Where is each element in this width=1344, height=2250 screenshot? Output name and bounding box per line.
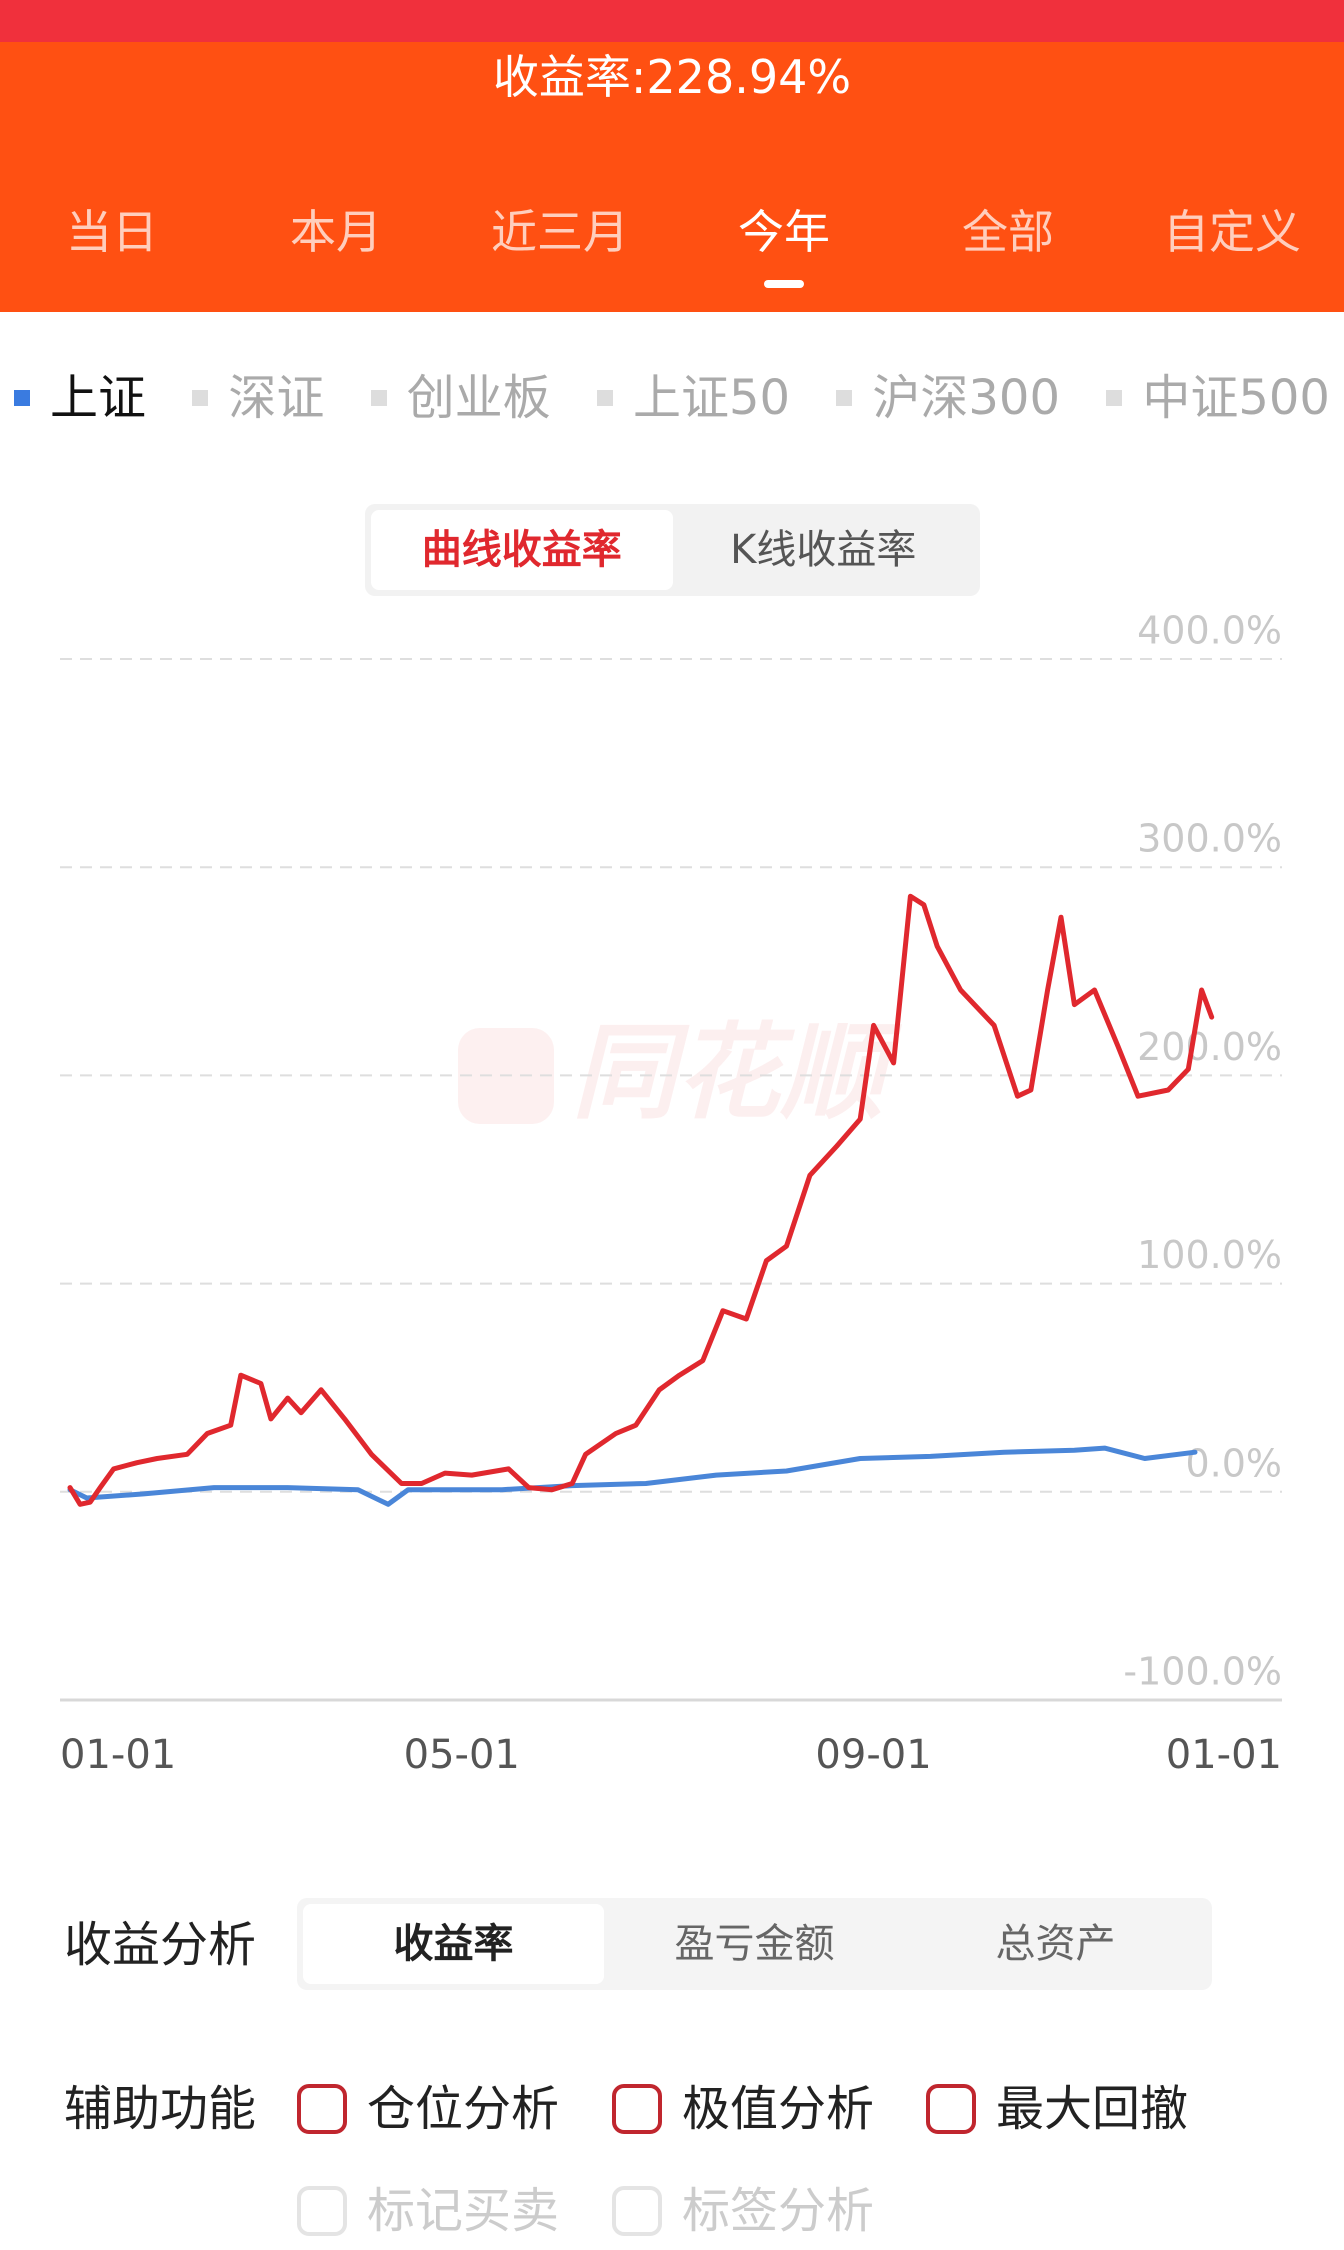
index-option[interactable]: 上证	[14, 362, 146, 434]
tool-checkbox[interactable]: 最大回撤	[926, 2074, 1188, 2144]
y-tick-label: -100.0%	[1123, 1650, 1282, 1694]
x-tick-label: 01-01	[60, 1732, 176, 1778]
checkbox[interactable]	[612, 2084, 662, 2134]
tool-label: 标记买卖	[367, 2183, 560, 2239]
analysis-option[interactable]: 总资产	[995, 1921, 1116, 1967]
index-option[interactable]: 上证50	[597, 362, 790, 434]
y-tick-label: 0.0%	[1185, 1441, 1282, 1485]
period-tab[interactable]: 当日	[66, 205, 158, 259]
period-tab[interactable]: 近三月	[491, 205, 629, 259]
y-tick-label: 200.0%	[1137, 1025, 1282, 1069]
period-tabs: 当日 本月 近三月 今年 全部 自定义	[0, 196, 1344, 288]
chart-mode-button[interactable]: K线收益率	[730, 527, 917, 573]
analysis-label: 收益分析	[64, 1917, 257, 1973]
watermark: 同花顺	[572, 1011, 903, 1133]
series-line	[67, 1445, 1198, 1507]
analysis-option[interactable]: 收益率	[303, 1904, 604, 1984]
index-option[interactable]: 沪深300	[836, 362, 1060, 434]
tool-label: 仓位分析	[367, 2081, 560, 2137]
checkbox	[297, 2186, 347, 2236]
chart: 同花顺 400.0% 300.0% 200.0% 100.0% 0.0% -100.0% 0…	[60, 609, 1282, 1778]
period-tab[interactable]: 今年	[672, 196, 896, 288]
analysis-option[interactable]: 盈亏金额	[674, 1921, 835, 1967]
checkbox	[612, 2186, 662, 2236]
tool-checkbox[interactable]: 仓位分析	[297, 2074, 559, 2144]
tool-checkbox: 标签分析	[612, 2176, 874, 2246]
y-tick-label: 400.0%	[1137, 609, 1282, 653]
index-option[interactable]: 深证	[192, 362, 324, 434]
status-bar	[0, 0, 1344, 42]
chart-mode-button[interactable]: 曲线收益率	[371, 510, 673, 590]
x-tick-label: 01-01	[1166, 1732, 1282, 1778]
checkbox[interactable]	[297, 2084, 347, 2134]
tool-checkbox: 标记买卖	[297, 2176, 559, 2246]
period-tab[interactable]: 本月	[290, 205, 382, 259]
tool-label: 标签分析	[682, 2183, 875, 2239]
chart-mode: 曲线收益率 K线收益率	[365, 504, 980, 596]
tool-label: 极值分析	[682, 2081, 875, 2137]
index-option[interactable]: 中证500	[1106, 362, 1330, 434]
tool-label: 最大回撤	[996, 2081, 1189, 2137]
index-options: 上证 深证 创业板 上证50 沪深300 中证500	[14, 362, 1330, 434]
series-line	[67, 893, 1215, 1507]
x-tick-label: 05-01	[404, 1732, 520, 1778]
header	[0, 42, 1344, 312]
tools-label: 辅助功能	[64, 2081, 257, 2137]
tool-checkbox[interactable]: 极值分析	[612, 2074, 874, 2144]
y-tick-label: 300.0%	[1137, 817, 1282, 861]
analysis-options: 收益率 盈亏金额 总资产	[297, 1898, 1212, 1990]
y-tick-label: 100.0%	[1137, 1233, 1282, 1277]
period-tab[interactable]: 全部	[962, 205, 1054, 259]
period-tab[interactable]: 自定义	[1163, 205, 1301, 259]
checkbox[interactable]	[926, 2084, 976, 2134]
index-option[interactable]: 创业板	[371, 362, 551, 434]
x-tick-label: 09-01	[815, 1732, 931, 1778]
header-title: 收益率:228.94%	[492, 50, 852, 104]
